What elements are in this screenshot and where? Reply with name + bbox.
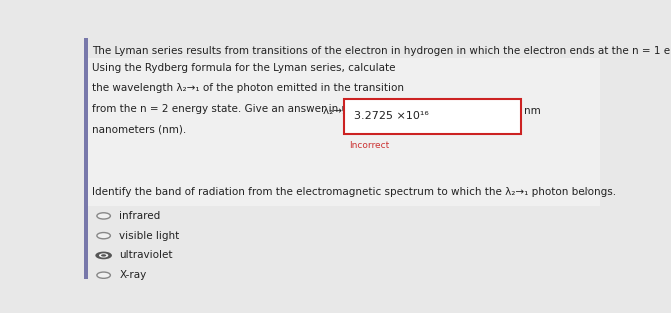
Text: Using the Rydberg formula for the Lyman series, calculate: Using the Rydberg formula for the Lyman … [92, 63, 395, 73]
Text: from the n = 2 energy state. Give an answer in units of: from the n = 2 energy state. Give an ans… [92, 104, 380, 114]
FancyBboxPatch shape [88, 58, 601, 206]
Text: ✓: ✓ [580, 188, 590, 198]
Text: the wavelength λ₂→₁ of the photon emitted in the transition: the wavelength λ₂→₁ of the photon emitte… [92, 83, 404, 93]
Circle shape [101, 254, 106, 257]
Circle shape [97, 213, 111, 219]
Text: nanometers (nm).: nanometers (nm). [92, 124, 186, 134]
FancyBboxPatch shape [344, 99, 521, 134]
Text: 3.2725 ×10¹⁶: 3.2725 ×10¹⁶ [354, 111, 429, 121]
Circle shape [97, 233, 111, 239]
Text: infrared: infrared [119, 211, 160, 221]
Text: ultraviolet: ultraviolet [119, 250, 172, 260]
Text: Incorrect: Incorrect [349, 141, 389, 150]
Text: λ₂→₁ =: λ₂→₁ = [323, 106, 358, 116]
Text: Identify the band of radiation from the electromagnetic spectrum to which the λ₂: Identify the band of radiation from the … [92, 187, 616, 197]
Bar [84, 38, 87, 279]
Text: visible light: visible light [119, 231, 179, 241]
Circle shape [95, 252, 112, 259]
Text: The Lyman series results from transitions of the electron in hydrogen in which t: The Lyman series results from transition… [92, 46, 671, 56]
Circle shape [97, 272, 111, 278]
Text: X-ray: X-ray [119, 270, 146, 280]
Circle shape [99, 253, 108, 258]
Text: nm: nm [524, 106, 541, 116]
